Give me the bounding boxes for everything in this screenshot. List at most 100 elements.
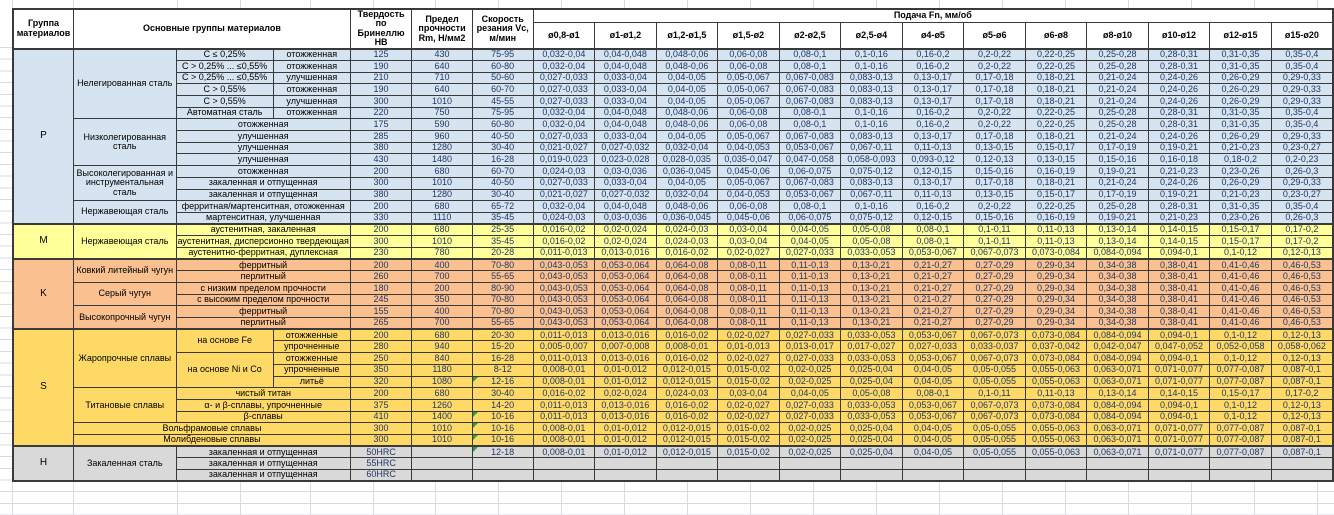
cell-feed-value[interactable]: 0,2-0,22: [963, 48, 1026, 61]
cell-cutting-speed[interactable]: 80-90: [471, 282, 534, 295]
cell-strength-rm[interactable]: 200: [411, 282, 473, 295]
cell-feed-value[interactable]: 0,13-0,17: [901, 71, 965, 85]
cell-material-state[interactable]: закаленная и отпущенная: [175, 176, 351, 190]
cell-feed-value[interactable]: 0,058-0,093: [840, 153, 903, 167]
header-diameter-range[interactable]: ø5-ø6: [963, 21, 1026, 50]
cell-feed-value[interactable]: 0,063-0,071: [1086, 363, 1149, 377]
cell-feed-value[interactable]: 0,025-0,04: [840, 375, 903, 389]
cell-feed-value[interactable]: 0,38-0,41: [1147, 293, 1211, 307]
cell-hardness-hb[interactable]: 55HRC: [349, 457, 413, 470]
cell-material-state[interactable]: ферритный: [175, 258, 351, 272]
cell-cutting-speed[interactable]: 60-70: [471, 165, 534, 178]
cell-feed-value[interactable]: 0,21-0,24: [1086, 83, 1149, 96]
cell-feed-value[interactable]: 0,15-0,17: [1209, 235, 1272, 248]
cell-feed-value[interactable]: 0,033-0,04: [594, 71, 657, 85]
cell-feed-value[interactable]: 0,06-0,08: [717, 200, 780, 213]
cell-feed-value[interactable]: 0,08-0,11: [717, 317, 780, 330]
cell-feed-value[interactable]: 0,027-0,033: [532, 176, 596, 190]
cell-feed-value[interactable]: 0,071-0,077: [1147, 433, 1211, 447]
cell-feed-value[interactable]: 0,27-0,29: [963, 317, 1026, 330]
cell-feed-value[interactable]: 0,015-0,02: [717, 445, 780, 459]
cell-feed-value[interactable]: 0,19-0,21: [1086, 165, 1149, 178]
cell-feed-value[interactable]: 0,16-0,2: [901, 200, 965, 213]
cell-feed-value[interactable]: 0,24-0,26: [1147, 83, 1211, 96]
cell-strength-rm[interactable]: 750: [411, 106, 473, 120]
cell-hardness-hb[interactable]: 285: [349, 130, 413, 143]
cell-feed-value[interactable]: 0,015-0,02: [717, 433, 780, 447]
cell-feed-value[interactable]: 0,015-0,02: [717, 375, 780, 389]
cell-feed-value[interactable]: 0,25-0,28: [1086, 48, 1149, 61]
cell-feed-value[interactable]: 0,067-0,11: [840, 188, 903, 202]
cell-feed-value[interactable]: 0,043-0,053: [532, 317, 596, 330]
cell-feed-value[interactable]: 0,055-0,063: [1024, 433, 1088, 447]
cell-feed-value[interactable]: 0,083-0,13: [840, 176, 903, 190]
cell-strength-rm[interactable]: 1010: [411, 433, 473, 447]
cell-feed-value[interactable]: 0,04-0,05: [901, 375, 965, 389]
cell-feed-value[interactable]: 0,11-0,13: [778, 282, 842, 295]
cell-feed-value[interactable]: 0,053-0,067: [901, 246, 965, 260]
cell-feed-value[interactable]: 0,41-0,46: [1209, 317, 1272, 330]
cell-feed-value[interactable]: 0,21-0,27: [901, 282, 965, 295]
cell-feed-value[interactable]: 0,02-0,025: [778, 422, 842, 435]
cell-material-group[interactable]: Высоколегированная и инструментальная ст…: [73, 165, 177, 202]
cell-feed-value[interactable]: 0,067-0,083: [778, 71, 842, 85]
cell-strength-rm[interactable]: 1010: [411, 176, 473, 190]
cell-feed-value[interactable]: 0,16-0,19: [1024, 211, 1088, 225]
cell-feed-value[interactable]: 0,05-0,08: [840, 387, 903, 400]
cell-feed-value[interactable]: 0,012-0,015: [655, 445, 719, 459]
cell-feed-value[interactable]: 0,08-0,1: [901, 223, 965, 237]
cell-cutting-speed[interactable]: 20-28: [471, 246, 534, 260]
cell-feed-value[interactable]: [1086, 469, 1149, 482]
cell-hardness-hb[interactable]: 250: [349, 352, 413, 365]
cell-strength-rm[interactable]: 680: [411, 328, 473, 342]
cell-feed-value[interactable]: 0,04-0,05: [778, 387, 842, 400]
cell-feed-value[interactable]: 0,16-0,19: [1024, 165, 1088, 178]
cell-strength-rm[interactable]: 1180: [411, 363, 473, 377]
cell-feed-value[interactable]: 0,38-0,41: [1147, 305, 1211, 319]
cell-feed-value[interactable]: 0,13-0,17: [901, 95, 965, 108]
cell-feed-value[interactable]: 0,21-0,24: [1086, 130, 1149, 143]
cell-feed-value[interactable]: 0,016-0,02: [532, 223, 596, 237]
cell-feed-value[interactable]: 0,083-0,13: [840, 95, 903, 108]
cell-material-group[interactable]: Закаленная сталь: [73, 445, 177, 482]
cell-feed-value[interactable]: 0,027-0,032: [594, 188, 657, 202]
cell-feed-value[interactable]: 0,14-0,15: [1147, 387, 1211, 400]
cell-feed-value[interactable]: 0,06-0,08: [717, 118, 780, 132]
cell-feed-value[interactable]: 0,094-0,1: [1147, 398, 1211, 412]
cell-feed-value[interactable]: 0,016-0,02: [655, 328, 719, 342]
cell-feed-value[interactable]: 0,17-0,19: [1086, 141, 1149, 155]
cell-feed-value[interactable]: 0,11-0,13: [901, 188, 965, 202]
cell-feed-value[interactable]: 0,21-0,23: [1209, 188, 1272, 202]
cell-hardness-hb[interactable]: 220: [349, 106, 413, 120]
cell-feed-value[interactable]: 0,055-0,063: [1024, 363, 1088, 377]
cell-strength-rm[interactable]: 680: [411, 165, 473, 178]
cell-feed-value[interactable]: 0,025-0,04: [840, 422, 903, 435]
cell-feed-value[interactable]: 0,29-0,33: [1270, 130, 1334, 143]
cell-feed-value[interactable]: 0,21-0,24: [1086, 95, 1149, 108]
cell-material-state[interactable]: улучшенная: [175, 153, 351, 167]
cell-feed-value[interactable]: 0,032-0,04: [532, 118, 596, 132]
cell-feed-value[interactable]: 0,094-0,1: [1147, 246, 1211, 260]
cell-feed-value[interactable]: 0,06-0,075: [778, 165, 842, 178]
cell-feed-value[interactable]: 0,019-0,023: [532, 153, 596, 167]
cell-feed-value[interactable]: 0,043-0,053: [532, 270, 596, 283]
cell-feed-value[interactable]: 0,012-0,015: [655, 363, 719, 377]
cell-feed-value[interactable]: 0,035-0,047: [717, 153, 780, 167]
cell-feed-value[interactable]: 0,033-0,053: [840, 410, 903, 424]
cell-hardness-hb[interactable]: 190: [349, 83, 413, 96]
cell-feed-value[interactable]: 0,047-0,058: [778, 153, 842, 167]
cell-feed-value[interactable]: 0,11-0,13: [1024, 235, 1088, 248]
cell-feed-value[interactable]: 0,19-0,21: [1147, 188, 1211, 202]
cell-strength-rm[interactable]: 1010: [411, 235, 473, 248]
cell-feed-value[interactable]: 0,055-0,063: [1024, 422, 1088, 435]
cell-cutting-speed[interactable]: 60-70: [471, 83, 534, 96]
header-hardness-hb[interactable]: Твердость по Бринеллю HB: [349, 8, 413, 50]
cell-feed-value[interactable]: [655, 469, 719, 482]
cell-cutting-speed[interactable]: 35-45: [471, 211, 534, 225]
cell-strength-rm[interactable]: 700: [411, 317, 473, 330]
cell-feed-value[interactable]: 0,35-0,4: [1270, 59, 1334, 73]
cell-feed-value[interactable]: 0,08-0,11: [717, 305, 780, 319]
cell-strength-rm[interactable]: 1480: [411, 153, 473, 167]
cell-feed-value[interactable]: 0,46-0,53: [1270, 305, 1334, 319]
cell-feed-value[interactable]: 0,053-0,067: [901, 352, 965, 365]
